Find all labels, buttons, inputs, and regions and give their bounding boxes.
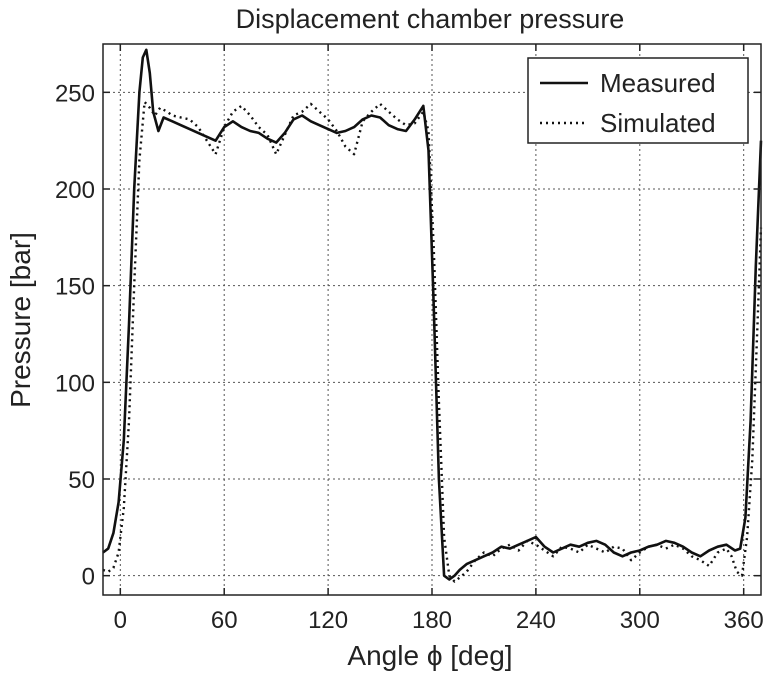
series-line-measured: [102, 48, 763, 581]
x-tick-label: 60: [211, 607, 238, 634]
series-line-simulated: [102, 100, 763, 583]
y-tick-label: 200: [55, 177, 95, 204]
x-tick-label: 0: [114, 607, 127, 634]
chart-title: Displacement chamber pressure: [236, 4, 625, 34]
x-axis-title: Angle ϕ [deg]: [347, 640, 512, 671]
y-tick-label: 0: [82, 564, 95, 591]
x-tick-label: 120: [308, 607, 348, 634]
x-tick-label: 240: [516, 607, 556, 634]
legend: Measured Simulated: [527, 57, 749, 144]
y-tick-label: 50: [68, 467, 95, 494]
legend-label-measured: Measured: [600, 68, 716, 98]
y-tick-label: 250: [55, 80, 95, 107]
legend-label-simulated: Simulated: [600, 108, 716, 138]
x-tick-label: 180: [412, 607, 452, 634]
x-tick-label: 360: [724, 607, 764, 634]
y-tick-label: 100: [55, 370, 95, 397]
y-axis-title: Pressure [bar]: [5, 232, 36, 408]
y-tick-label: 150: [55, 274, 95, 301]
tick-layer: 0 60 120 180 240 300 360 0 50 100 150 200 250: [55, 44, 764, 634]
series-layer: [102, 48, 763, 583]
legend-box: [527, 57, 749, 144]
x-tick-label: 300: [620, 607, 660, 634]
